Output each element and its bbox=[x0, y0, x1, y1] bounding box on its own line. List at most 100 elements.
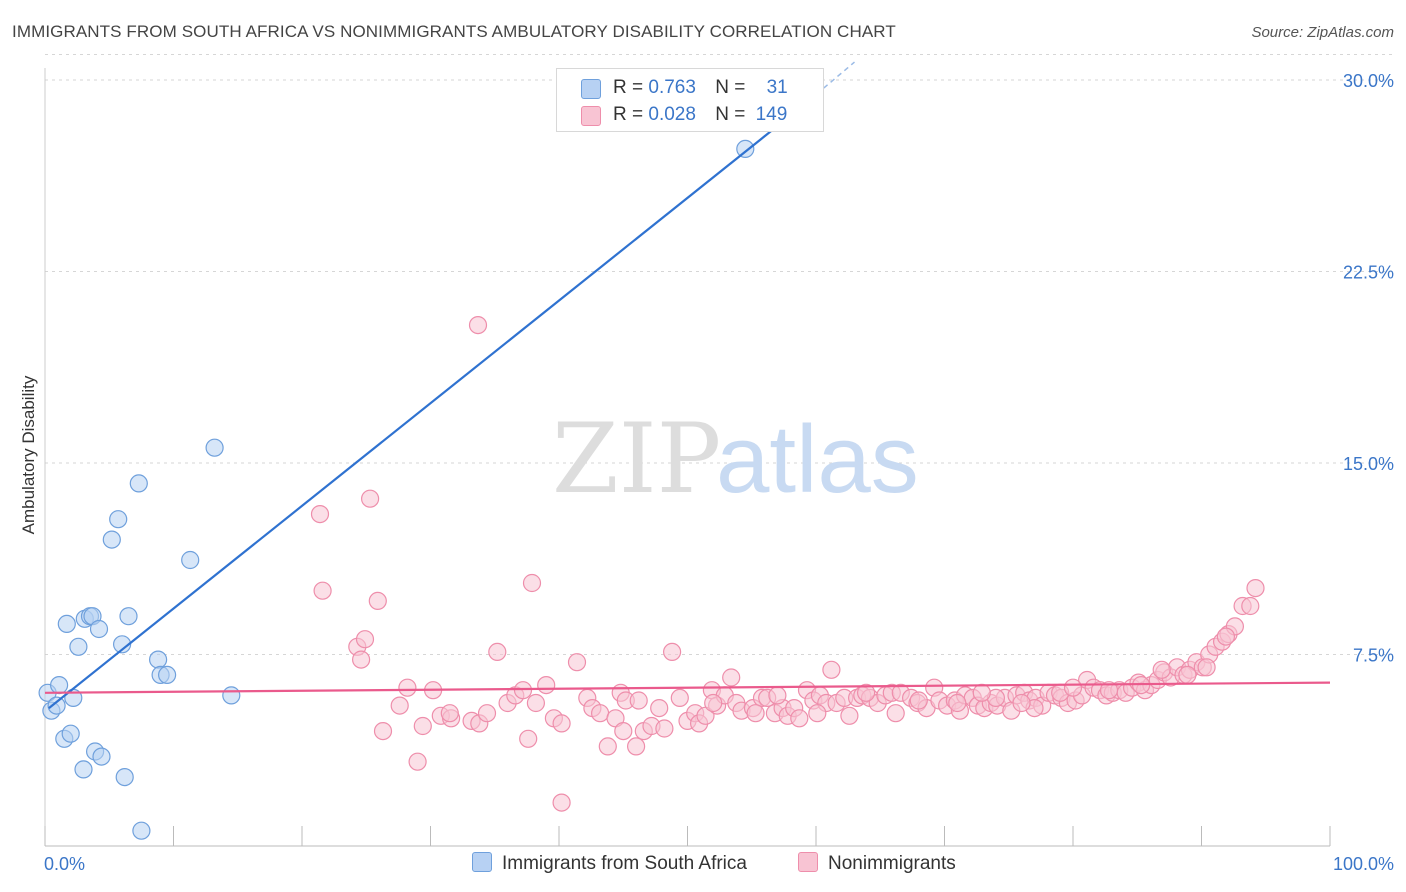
y-tick-label: 7.5% bbox=[1353, 646, 1394, 666]
nonimmigrants-point bbox=[413, 716, 432, 736]
nonimmigrants-point bbox=[1216, 627, 1236, 646]
bottom-legend-swatch-blue bbox=[472, 852, 492, 872]
nonimmigrants-point bbox=[655, 719, 674, 738]
south-africa-trend-line bbox=[48, 104, 804, 709]
nonimmigrants-trend-line bbox=[44, 681, 1331, 694]
south-africa-point bbox=[149, 650, 168, 669]
nonimmigrants-point bbox=[368, 591, 387, 611]
nonimmigrants-point bbox=[519, 729, 538, 748]
nonimmigrants-point bbox=[629, 691, 648, 710]
legend-r-label: R = bbox=[613, 104, 644, 125]
bottom-legend-label-nonimmigrants: Nonimmigrants bbox=[828, 853, 956, 874]
bottom-legend-swatch-pink bbox=[798, 852, 818, 872]
x-tick-label-1: 100.0% bbox=[1333, 854, 1394, 874]
trend-lines bbox=[44, 61, 1331, 709]
legend-r-label: R = bbox=[613, 77, 644, 98]
nonimmigrants-point bbox=[1152, 660, 1171, 679]
nonimmigrants-point bbox=[768, 686, 787, 705]
nonimmigrants-point bbox=[408, 752, 427, 771]
legend-n-label: N = bbox=[715, 104, 746, 125]
south-africa-point bbox=[222, 686, 241, 705]
source-credit: Source: ZipAtlas.com bbox=[1251, 24, 1394, 41]
south-africa-point bbox=[109, 510, 128, 529]
legend-row-text: R = 0.763 N = 31 bbox=[613, 77, 788, 99]
south-africa-point bbox=[57, 614, 76, 634]
legend-n-label: N = bbox=[715, 77, 746, 98]
nonimmigrants-point bbox=[1063, 678, 1083, 697]
nonimmigrants-point bbox=[614, 721, 633, 741]
nonimmigrants-point bbox=[552, 793, 571, 812]
nonimmigrants-point bbox=[704, 693, 723, 713]
nonimmigrants-point bbox=[909, 691, 928, 710]
nonimmigrants-point bbox=[598, 737, 617, 756]
y-tick-labels: 7.5% 15.0% 22.5% 30.0% bbox=[1343, 71, 1394, 666]
bottom-legend-nonimmigrants: Nonimmigrants bbox=[798, 852, 956, 875]
nonimmigrants-point bbox=[1197, 658, 1216, 677]
nonimmigrants-point bbox=[398, 678, 417, 697]
nonimmigrants-point bbox=[355, 630, 375, 649]
watermark-zip: ZIP bbox=[552, 403, 721, 515]
legend-row-text: R = 0.028 N = 149 bbox=[613, 104, 787, 126]
nonimmigrants-point bbox=[670, 688, 689, 708]
nonimmigrants-point bbox=[590, 704, 610, 723]
nonimmigrants-point bbox=[1246, 578, 1265, 598]
nonimmigrants-point bbox=[477, 704, 497, 723]
nonimmigrants-point bbox=[840, 706, 859, 725]
nonimmigrants-points bbox=[310, 316, 1265, 812]
nonimmigrants-point bbox=[537, 675, 556, 695]
nonimmigrants-point bbox=[808, 704, 827, 723]
south-africa-point bbox=[69, 637, 88, 656]
south-africa-point bbox=[129, 474, 148, 493]
south-africa-point bbox=[158, 665, 177, 685]
nonimmigrants-point bbox=[567, 653, 587, 672]
nonimmigrants-point bbox=[310, 504, 330, 524]
x-tick-label-0: 0.0% bbox=[44, 854, 85, 874]
nonimmigrants-point bbox=[373, 721, 393, 741]
correlation-legend: R = 0.763 N = 31 R = 0.028 N = 149 bbox=[556, 68, 824, 132]
nonimmigrants-point bbox=[526, 693, 546, 713]
south-africa-point bbox=[61, 724, 80, 743]
nonimmigrants-point bbox=[746, 704, 765, 723]
nonimmigrants-point bbox=[390, 696, 409, 715]
nonimmigrants-point bbox=[361, 489, 380, 508]
nonimmigrants-point bbox=[972, 683, 991, 702]
nonimmigrants-point bbox=[790, 709, 809, 728]
legend-n-value: 31 bbox=[766, 77, 788, 98]
nonimmigrants-point bbox=[522, 573, 542, 593]
nonimmigrants-point bbox=[552, 714, 571, 733]
watermark: ZIP atlas bbox=[552, 403, 919, 515]
y-axis-label: Ambulatory Disability bbox=[19, 375, 38, 534]
legend-r-value: 0.763 bbox=[648, 77, 696, 98]
nonimmigrants-point bbox=[1178, 665, 1197, 685]
south-africa-point bbox=[115, 767, 134, 787]
south-africa-point bbox=[112, 635, 132, 654]
nonimmigrants-point bbox=[1099, 681, 1119, 700]
south-africa-point bbox=[205, 438, 224, 457]
nonimmigrants-point bbox=[856, 683, 876, 702]
nonimmigrants-point bbox=[1241, 596, 1260, 616]
nonimmigrants-point bbox=[1012, 693, 1031, 713]
nonimmigrants-point bbox=[313, 581, 332, 600]
y-tick-label: 22.5% bbox=[1343, 263, 1394, 283]
y-tick-label: 30.0% bbox=[1343, 71, 1394, 91]
chart-title: IMMIGRANTS FROM SOUTH AFRICA VS NONIMMIG… bbox=[12, 22, 896, 41]
south-africa-point bbox=[119, 607, 138, 626]
south-africa-point bbox=[74, 760, 93, 779]
south-africa-point bbox=[736, 139, 755, 158]
nonimmigrants-point bbox=[886, 704, 905, 723]
watermark-atlas: atlas bbox=[716, 406, 919, 513]
south-africa-point bbox=[49, 675, 69, 695]
nonimmigrants-point bbox=[440, 704, 459, 723]
south-africa-point bbox=[132, 821, 151, 840]
nonimmigrants-point bbox=[662, 642, 682, 662]
nonimmigrants-point bbox=[822, 660, 841, 679]
grid-lines bbox=[45, 54, 1392, 655]
nonimmigrants-point bbox=[948, 693, 967, 713]
nonimmigrants-point bbox=[626, 737, 646, 756]
nonimmigrants-point bbox=[722, 668, 741, 687]
south-africa-point bbox=[92, 747, 111, 766]
bottom-legend-south-africa: Immigrants from South Africa bbox=[472, 852, 747, 875]
bottom-legend-label-south-africa: Immigrants from South Africa bbox=[502, 853, 747, 874]
nonimmigrants-point bbox=[488, 642, 507, 662]
